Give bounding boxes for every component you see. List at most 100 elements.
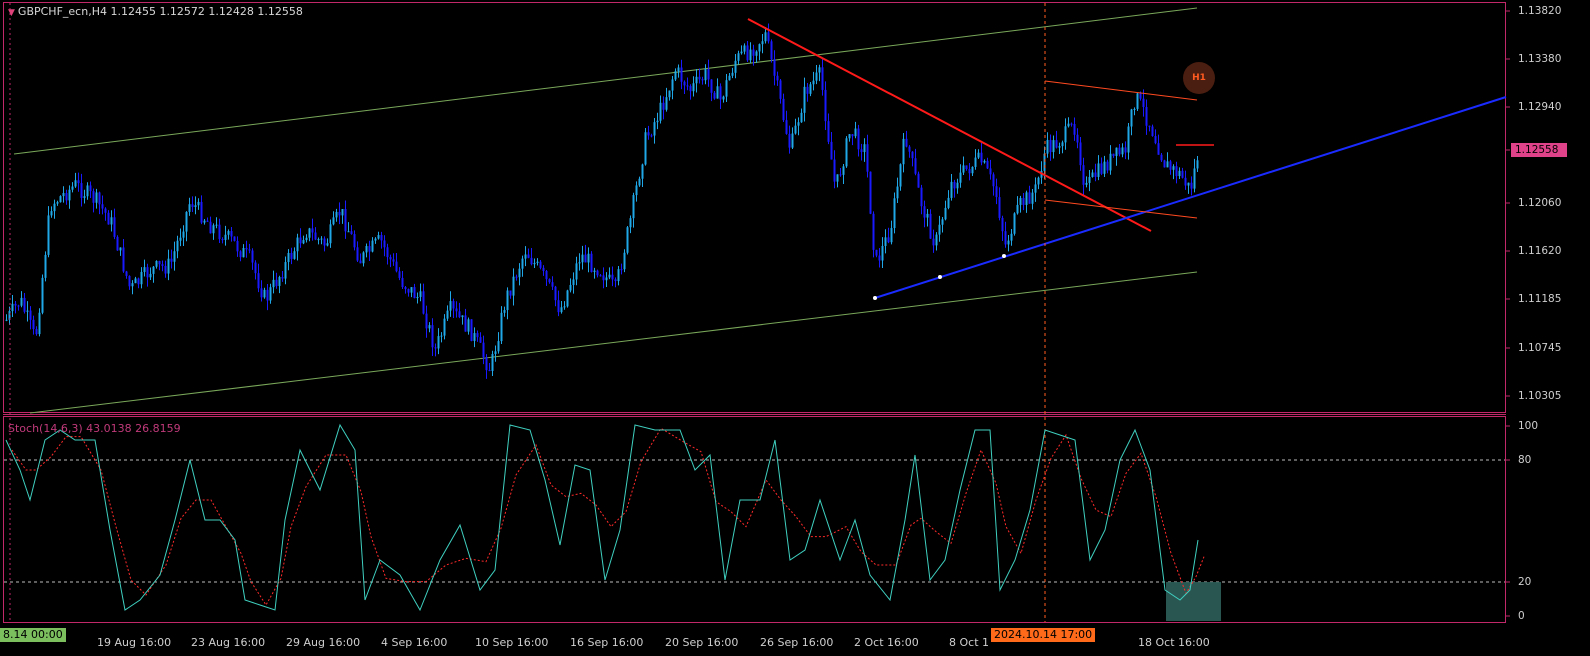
candle-body	[101, 204, 104, 209]
candle-body	[119, 247, 122, 251]
candle-body	[77, 180, 80, 184]
candle-body	[89, 185, 92, 192]
candle-body	[179, 237, 182, 241]
candle-body	[8, 311, 11, 320]
candle-body	[389, 257, 392, 260]
candle-body	[131, 283, 134, 287]
stoch-level-label: 0	[1518, 610, 1525, 622]
candle-body	[173, 251, 176, 262]
candle-body	[248, 249, 251, 251]
price-axis-ticks	[1505, 10, 1510, 397]
candle-body	[254, 262, 257, 274]
candle-body	[341, 209, 344, 216]
candle-body	[20, 297, 23, 306]
candle-body	[932, 238, 935, 246]
candle-body	[569, 284, 572, 291]
candle-body	[1169, 161, 1172, 170]
candle-body	[557, 300, 560, 313]
candle-body	[38, 312, 41, 335]
candle-body	[386, 247, 389, 258]
candle-body	[185, 211, 188, 232]
candle-body	[527, 254, 530, 258]
uptrend-anchor-2[interactable]	[938, 275, 942, 279]
candle-body	[878, 255, 881, 261]
candle-body	[353, 234, 356, 248]
candle-body	[479, 337, 482, 343]
uptrend-line[interactable]	[874, 96, 1507, 299]
candle-body	[152, 266, 155, 274]
candle-body	[581, 254, 584, 263]
candle-body	[872, 213, 875, 250]
candle-body	[638, 178, 641, 186]
candle-body	[923, 206, 926, 218]
timeframe-badge[interactable]: H1	[1183, 62, 1215, 94]
candle-body	[782, 98, 785, 121]
candle-body	[317, 239, 320, 241]
candle-body	[440, 335, 443, 337]
candle-body	[428, 325, 431, 329]
candle-body	[500, 312, 503, 342]
candle-body	[419, 291, 422, 297]
candle-body	[425, 313, 428, 329]
channel-lower-line	[29, 271, 1198, 414]
candle-body	[719, 86, 722, 100]
candle-body	[272, 279, 275, 288]
candle-body	[245, 248, 248, 250]
candle-body	[587, 253, 590, 263]
candle-body	[224, 234, 227, 240]
candle-body	[599, 275, 602, 277]
candle-body	[1112, 153, 1115, 156]
candle-body	[656, 120, 659, 123]
uptrend-anchor-3[interactable]	[1002, 254, 1006, 258]
candle-body	[548, 279, 551, 283]
candle-body	[986, 160, 989, 169]
candle-body	[377, 235, 380, 239]
candle-body	[1016, 204, 1019, 214]
candle-body	[710, 79, 713, 93]
candle-body	[1094, 172, 1097, 177]
orange-channel-lower[interactable]	[1044, 199, 1198, 219]
candle-body	[728, 75, 731, 81]
candle-body	[1115, 147, 1118, 156]
candle-body	[449, 301, 452, 311]
candle-body	[338, 211, 341, 216]
candle-body	[968, 169, 971, 174]
candle-body	[809, 84, 812, 94]
candle-body	[473, 333, 476, 341]
candle-body	[830, 141, 833, 160]
uptrend-anchor-1[interactable]	[873, 296, 877, 300]
candle-body	[206, 220, 209, 222]
candle-body	[278, 277, 281, 286]
candle-body	[503, 310, 506, 313]
candle-body	[311, 228, 314, 233]
candle-body	[749, 49, 752, 61]
crosshair-time-badge: 2024.10.14 17:00	[991, 628, 1096, 642]
candle-body	[863, 144, 866, 153]
dropdown-triangle-icon[interactable]: ▼	[8, 8, 15, 18]
candle-body	[1052, 140, 1055, 153]
downtrend-line[interactable]	[747, 18, 1152, 232]
candle-body	[935, 234, 938, 246]
candle-body	[1001, 217, 1004, 232]
candle-body	[686, 85, 689, 87]
candle-body	[563, 306, 566, 308]
candle-body	[674, 71, 677, 80]
candle-body	[737, 53, 740, 61]
candle-body	[290, 252, 293, 259]
time-tick: 10 Sep 16:00	[475, 636, 549, 649]
orange-channel-upper[interactable]	[1044, 80, 1198, 101]
candle-body	[998, 197, 1001, 218]
candle-body	[944, 207, 947, 220]
candle-body	[494, 351, 497, 355]
candle-body	[1064, 126, 1067, 143]
candle-body	[680, 67, 683, 82]
candle-body	[329, 224, 332, 244]
candle-body	[1100, 163, 1103, 174]
candle-body	[1070, 123, 1073, 125]
candle-body	[770, 41, 773, 60]
candle-body	[404, 287, 407, 290]
candle-body	[914, 158, 917, 174]
candle-body	[566, 290, 569, 307]
candle-body	[626, 227, 629, 253]
